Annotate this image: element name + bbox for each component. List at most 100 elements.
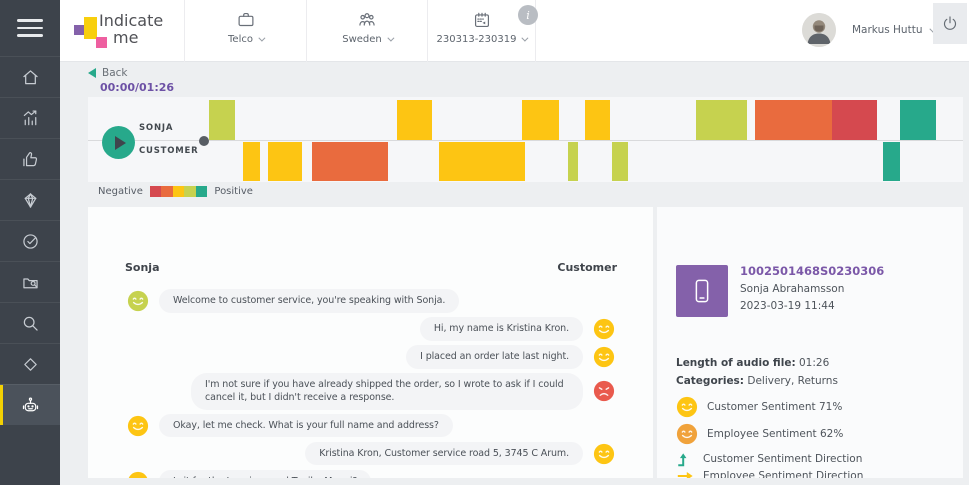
sidebar-item-search[interactable]: [0, 302, 60, 343]
customer-sentiment-direction: Customer Sentiment Direction: [676, 447, 862, 471]
message-list: Welcome to customer service, you're spea…: [88, 289, 653, 478]
lane-label-sonja: SONJA: [139, 123, 174, 133]
transcript-header-agent: Sonja: [125, 261, 160, 274]
legend-swatches: [149, 186, 208, 197]
timeline-segment-yellowgreen[interactable]: [208, 100, 235, 140]
back-button[interactable]: Back: [88, 67, 128, 79]
diamond-icon: [23, 357, 37, 371]
avatar[interactable]: [802, 13, 836, 47]
sidebar-item-check[interactable]: [0, 220, 60, 261]
playback-time: 00:00/01:26: [100, 81, 175, 94]
sidebar-item-thumbs-up[interactable]: [0, 138, 60, 179]
message-bubble: Kristina Kron, Customer service road 5, …: [305, 441, 583, 466]
timeline-segment-orange[interactable]: [754, 100, 832, 140]
analytics-icon: [23, 109, 36, 125]
call-detail-panel: 1002501468S0230306 Sonja Abrahamsson 202…: [657, 207, 963, 478]
chevron-down-icon: [521, 34, 529, 42]
message-bubble: Welcome to customer service, you're spea…: [159, 289, 460, 313]
logo-text: Indicate me: [99, 11, 164, 47]
timeline-segment-yellowgreen[interactable]: [568, 142, 578, 181]
app-logo[interactable]: Indicate me: [66, 0, 184, 62]
legend-swatch-green: [195, 186, 208, 197]
timeline-lane-customer: [88, 142, 963, 181]
sidebar-item-analytics[interactable]: [0, 97, 60, 138]
timeline-segment-yellow[interactable]: [585, 100, 611, 140]
arrow-right-icon: [677, 472, 693, 478]
sidebar-item-gem[interactable]: [0, 179, 60, 220]
phone-icon: [695, 279, 709, 303]
timeline-segment-yellow[interactable]: [438, 142, 525, 181]
transcript-card: Sonja Customer Welcome to customer servi…: [88, 207, 653, 478]
dropdown-label: Sweden: [342, 34, 382, 45]
message-row: I placed an order late last night.: [127, 345, 615, 369]
sidebar-item-folder-search[interactable]: [0, 261, 60, 302]
gem-icon: [24, 192, 36, 208]
message-row: I'm not sure if you have already shipped…: [127, 373, 615, 410]
check-circle-icon: [22, 233, 38, 249]
timeline-segment-green[interactable]: [882, 142, 900, 181]
message-bubble: I placed an order late last night.: [406, 345, 583, 369]
back-arrow-icon: [88, 68, 96, 78]
robot-icon: [22, 397, 38, 411]
avatar-photo: [802, 13, 836, 47]
main-content: Back 00:00/01:26 SONJA CUSTOMER Negative…: [60, 62, 969, 485]
top-header: Indicate me Telco Sweden 230313-230319 i: [60, 0, 969, 62]
timeline-segment-yellow[interactable]: [522, 100, 559, 140]
sidebar-item-diamond[interactable]: [0, 343, 60, 384]
menu-toggle-icon[interactable]: [0, 0, 60, 56]
employee-sentiment-direction: Employee Sentiment Direction: [676, 464, 863, 478]
user-menu[interactable]: Markus Huttu: [852, 24, 937, 36]
happy-emoji-icon: [127, 415, 149, 436]
dropdown-label: Telco: [228, 34, 253, 45]
agent-name: Sonja Abrahamsson: [740, 283, 845, 295]
sidebar: [0, 0, 60, 485]
dropdown-business-unit[interactable]: Telco: [184, 0, 306, 62]
sidebar-item-robot[interactable]: [0, 384, 60, 425]
dropdown-date-range[interactable]: 230313-230319: [427, 0, 536, 62]
dropdown-label: 230313-230319: [436, 34, 517, 45]
timeline-segment-red[interactable]: [831, 100, 878, 140]
playhead[interactable]: [199, 135, 210, 146]
angry-emoji-icon: [593, 381, 615, 402]
legend-swatch-orange: [161, 186, 173, 197]
categories: Categories: Delivery, Returns: [676, 375, 838, 387]
sentiment-legend: Negative Positive: [98, 186, 253, 197]
transcript-header-customer: Customer: [557, 261, 617, 274]
dropdown-country[interactable]: Sweden: [306, 0, 427, 62]
message-row: Okay, let me check. What is your full na…: [127, 413, 615, 438]
legend-swatch-yellowgreen: [184, 186, 196, 197]
logo-square-purple: [74, 25, 84, 35]
logo-square-yellow: [84, 17, 97, 39]
call-id[interactable]: 1002501468S0230306: [740, 264, 885, 278]
user-name: Markus Huttu: [852, 24, 923, 36]
folder-search-icon: [22, 277, 38, 288]
timeline-segment-green[interactable]: [900, 100, 936, 140]
timeline-segment-yellow[interactable]: [242, 142, 261, 181]
timeline-segment-yellow[interactable]: [396, 100, 432, 140]
timeline-segment-yellowgreen[interactable]: [696, 100, 747, 140]
lane-label-customer: CUSTOMER: [139, 146, 199, 156]
customer-sentiment: Customer Sentiment 71%: [676, 395, 842, 419]
play-icon: [115, 135, 126, 150]
play-button[interactable]: [102, 126, 135, 159]
timeline-lane-sonja: [88, 100, 963, 140]
happy-emoji-icon: [593, 443, 615, 464]
sidebar-item-home[interactable]: [0, 56, 60, 97]
timeline-segment-yellow[interactable]: [268, 142, 303, 181]
message-bubble: Hi, my name is Kristina Kron.: [419, 317, 583, 341]
timeline-segment-orange[interactable]: [312, 142, 389, 181]
legend-swatch-red: [149, 186, 162, 197]
timeline-segment-yellowgreen[interactable]: [612, 142, 628, 181]
audio-length: Length of audio file: 01:26: [676, 357, 830, 369]
happy-emoji-icon: [593, 318, 615, 340]
people-icon: [359, 13, 375, 26]
message-bubble: I'm not sure if you have already shipped…: [191, 373, 583, 410]
info-icon[interactable]: i: [518, 5, 538, 25]
message-row: Welcome to customer service, you're spea…: [127, 289, 615, 313]
logout-button[interactable]: [933, 3, 967, 44]
timeline-divider: [88, 140, 963, 141]
happy-emoji-icon: [593, 346, 615, 368]
legend-negative-label: Negative: [98, 186, 143, 197]
power-icon: [943, 15, 957, 30]
audio-timeline: SONJA CUSTOMER: [88, 97, 963, 182]
